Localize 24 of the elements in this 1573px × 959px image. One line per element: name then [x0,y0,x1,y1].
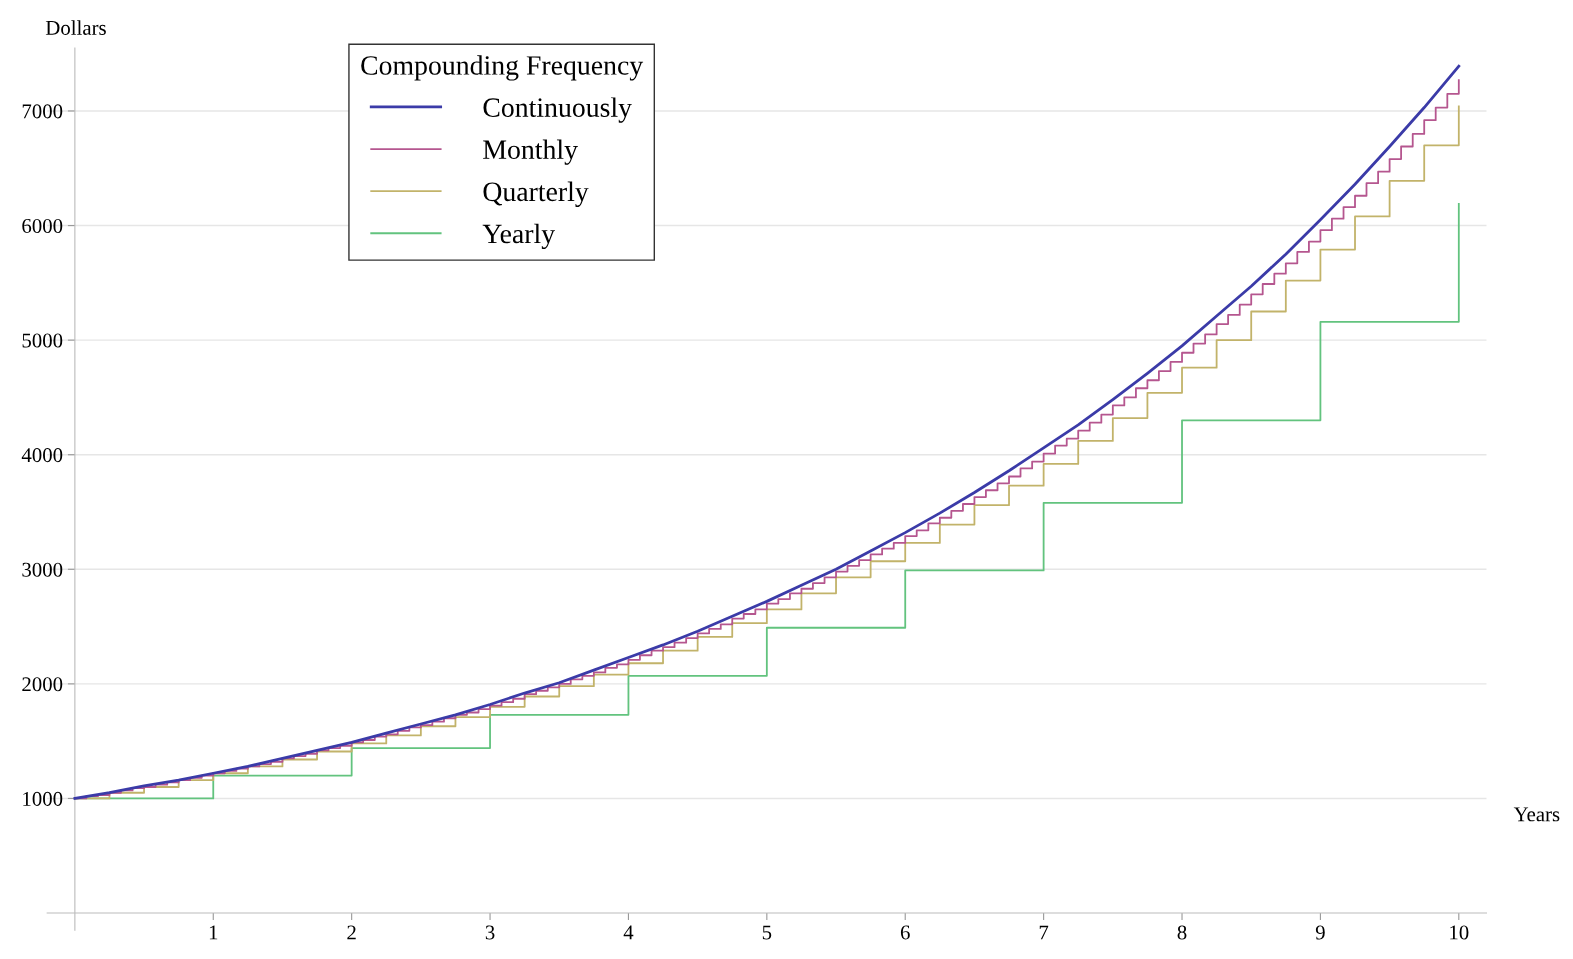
legend-label: Monthly [483,139,578,165]
legend-label: Quarterly [483,181,589,207]
y-tick-label: 4000 [21,448,63,463]
y-tick-label: 7000 [22,104,63,119]
x-tick-label: 1 [209,925,218,940]
y-axis-title: Dollars [45,20,106,35]
y-tick-label: 5000 [22,333,63,348]
x-tick-label: 6 [900,925,910,940]
x-tick-label: 7 [1039,925,1049,940]
y-tick-label: 3000 [22,562,63,577]
legend-label: Continuously [483,97,632,123]
x-tick-label: 4 [623,925,634,940]
y-tick-label: 2000 [22,677,63,692]
y-tick-label: 6000 [22,218,63,233]
x-tick-label: 8 [1177,925,1187,940]
legend-title: Compounding Frequency [361,55,644,81]
y-tick-label: 1000 [23,791,63,806]
x-tick-label: 2 [347,925,356,940]
x-tick-label: 9 [1315,925,1325,940]
x-tick-label: 3 [485,925,495,940]
legend-label: Yearly [482,223,556,249]
x-tick-label: 5 [762,925,772,940]
x-axis-title: Years [1513,807,1560,822]
x-tick-label: 10 [1450,925,1469,940]
